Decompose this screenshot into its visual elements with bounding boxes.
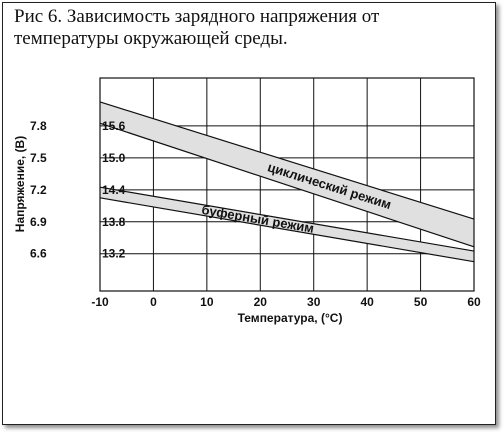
y-tick-label-left: 6.9 [30, 215, 47, 229]
y-axis-label: Напряжение, (В) [13, 136, 27, 232]
y-tick-label-left: 7.5 [30, 151, 47, 165]
x-tick-label: 40 [360, 295, 374, 309]
x-axis-label: Температура, (°C) [238, 311, 343, 325]
y-tick-label-right: 15.0 [102, 151, 126, 165]
x-tick-label: 30 [307, 295, 321, 309]
y-tick-label-right: 15.6 [102, 119, 126, 133]
band-upper-line-0 [99, 101, 475, 220]
band-area-0 [100, 101, 474, 247]
band-label-0: циклический режим [266, 159, 393, 212]
x-tick-label: -10 [91, 295, 109, 309]
y-tick-label-left: 7.2 [30, 183, 47, 197]
y-tick-label-right: 14.4 [102, 183, 126, 197]
plot-border [99, 77, 475, 292]
band-lower-line-1 [99, 197, 475, 263]
band-lower-line-0 [99, 122, 475, 248]
y-tick-label-left: 7.8 [30, 119, 47, 133]
y-tick-label-left: 6.6 [30, 247, 47, 261]
band-label-1: буферный режим [201, 202, 316, 236]
x-tick-label: 20 [254, 295, 268, 309]
band-upper-line-1 [99, 186, 475, 252]
y-tick-label-right: 13.8 [102, 215, 126, 229]
figure-caption: Рис 6. Зависимость зарядного напряжения … [14, 6, 380, 49]
band-area-1 [100, 187, 474, 262]
y-tick-label-right: 13.2 [102, 247, 126, 261]
x-tick-label: 50 [414, 295, 428, 309]
x-tick-label: 60 [467, 295, 481, 309]
x-tick-label: 0 [150, 295, 157, 309]
x-tick-label: 10 [200, 295, 214, 309]
